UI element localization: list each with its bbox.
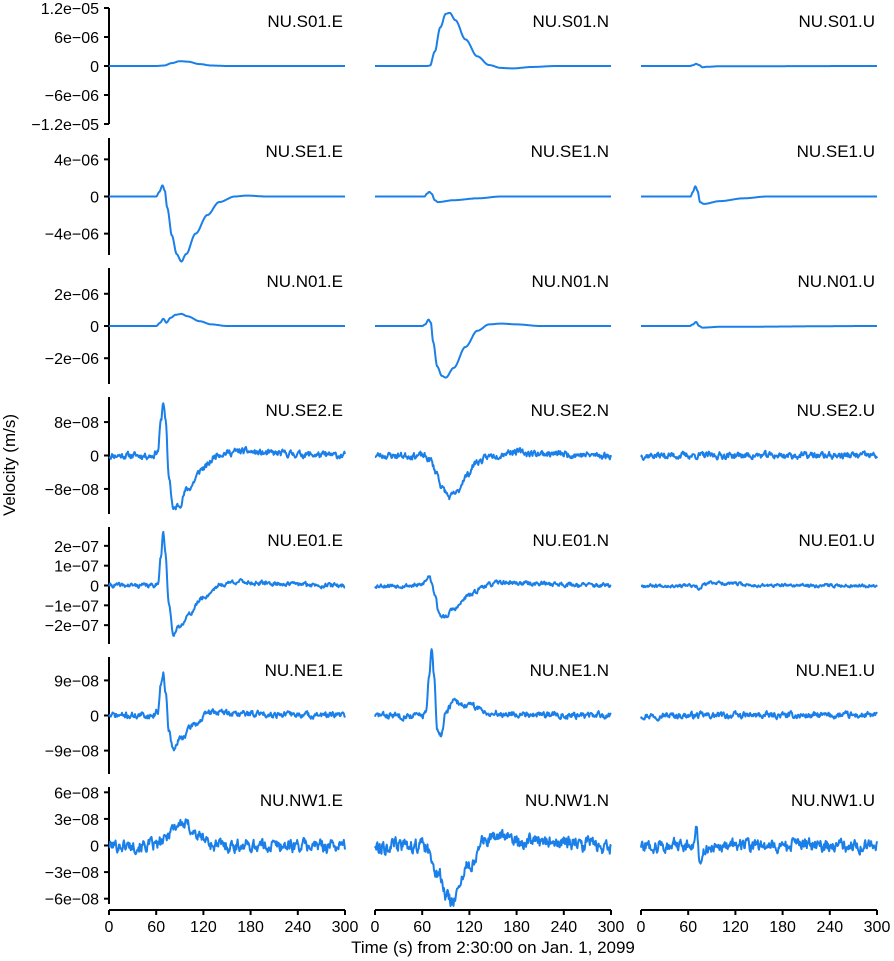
trace-nu-e01-n: [374, 575, 612, 619]
y-tick-label-row-7-2: 0: [90, 839, 99, 856]
y-tick-label-row-5-1: 1e−07: [54, 559, 99, 576]
x-tick-label-col-1-4: 240: [284, 919, 311, 936]
y-axis-title: Velocity (m/s): [0, 414, 19, 516]
y-tick-label-row-5-2: 0: [90, 579, 99, 596]
panel-label-nu-nw1-u: NU.NW1.U: [791, 791, 875, 810]
panel-label-nu-e01-u: NU.E01.U: [798, 531, 875, 550]
panel-label-nu-nw1-e: NU.NW1.E: [260, 791, 343, 810]
trace-nu-ne1-e: [108, 671, 346, 752]
x-tick-label-col-3-1: 60: [679, 919, 697, 936]
trace-nu-s01-n: [374, 11, 612, 70]
trace-nu-s01-e: [108, 60, 346, 67]
panel-label-nu-n01-u: NU.N01.U: [798, 272, 875, 291]
y-tick-label-row-4-2: −8e−08: [45, 482, 99, 499]
y-tick-label-row-6-0: 9e−08: [54, 673, 99, 690]
panel-label-nu-se2-u: NU.SE2.U: [797, 401, 875, 420]
trace-nu-ne1-u: [640, 710, 878, 722]
trace-nu-nw1-n: [374, 828, 612, 907]
y-tick-label-row-2-1: 0: [90, 190, 99, 207]
trace-nu-nw1-u: [640, 825, 878, 865]
y-tick-label-row-7-0: 6e−08: [54, 785, 99, 802]
x-axis-title: Time (s) from 2:30:00 on Jan. 1, 2099: [351, 938, 635, 957]
y-tick-label-row-3-2: −2e−06: [45, 351, 99, 368]
x-tick-label-col-3-0: 0: [637, 919, 646, 936]
y-tick-label-row-5-0: 2e−07: [54, 539, 99, 556]
panel-label-nu-n01-n: NU.N01.N: [532, 272, 609, 291]
x-tick-label-col-1-3: 180: [237, 919, 264, 936]
y-tick-label-row-6-2: −9e−08: [45, 744, 99, 761]
y-tick-label-row-4-1: 0: [90, 449, 99, 466]
y-tick-label-row-1-2: 0: [90, 59, 99, 76]
x-tick-label-col-2-1: 60: [413, 919, 431, 936]
y-tick-label-row-3-0: 2e−06: [54, 287, 99, 304]
panel-label-nu-e01-n: NU.E01.N: [532, 531, 609, 550]
trace-nu-e01-e: [108, 530, 346, 637]
panel-label-nu-se2-e: NU.SE2.E: [266, 401, 343, 420]
x-tick-label-col-2-4: 240: [550, 919, 577, 936]
panel-label-nu-n01-e: NU.N01.E: [266, 272, 343, 291]
panel-label-nu-ne1-e: NU.NE1.E: [265, 661, 343, 680]
trace-nu-e01-u: [640, 580, 878, 591]
x-tick-label-col-2-5: 300: [598, 919, 625, 936]
trace-nu-se1-n: [374, 190, 612, 204]
x-tick-label-col-3-5: 300: [864, 919, 891, 936]
panel-label-nu-se1-n: NU.SE1.N: [531, 142, 609, 161]
panel-label-nu-s01-u: NU.S01.U: [798, 12, 875, 31]
trace-nu-n01-e: [108, 312, 346, 327]
trace-nu-n01-u: [640, 321, 878, 329]
panel-label-nu-se1-u: NU.SE1.U: [797, 142, 875, 161]
x-tick-label-col-2-0: 0: [371, 919, 380, 936]
y-tick-label-row-2-0: 4e−06: [54, 152, 99, 169]
trace-nu-se2-n: [374, 447, 612, 501]
panel-label-nu-s01-n: NU.S01.N: [532, 12, 609, 31]
y-tick-label-row-5-4: −2e−07: [45, 618, 99, 635]
trace-nu-se2-e: [108, 402, 346, 511]
panel-label-nu-se1-e: NU.SE1.E: [266, 142, 343, 161]
y-tick-label-row-4-0: 8e−08: [54, 415, 99, 432]
y-tick-label-row-1-0: 1.2e−05: [41, 1, 99, 18]
trace-nu-nw1-e: [108, 818, 346, 856]
x-tick-label-col-1-5: 300: [332, 919, 359, 936]
y-tick-label-row-1-1: 6e−06: [54, 30, 99, 47]
x-tick-label-col-2-2: 120: [456, 919, 483, 936]
trace-nu-se1-e: [108, 184, 346, 263]
y-tick-label-row-7-4: −6e−08: [45, 892, 99, 909]
y-tick-label-row-1-3: −6e−06: [45, 88, 99, 105]
y-tick-label-row-7-3: −3e−08: [45, 865, 99, 882]
trace-nu-se1-u: [640, 185, 878, 205]
x-tick-label-col-1-1: 60: [147, 919, 165, 936]
panel-label-nu-ne1-u: NU.NE1.U: [796, 661, 875, 680]
x-tick-label-col-3-4: 240: [816, 919, 843, 936]
trace-nu-s01-u: [640, 62, 878, 69]
y-tick-label-row-1-4: −1.2e−05: [31, 117, 99, 134]
trace-nu-ne1-n: [374, 648, 612, 738]
y-tick-label-row-5-3: −1e−07: [45, 598, 99, 615]
x-tick-label-col-1-2: 120: [190, 919, 217, 936]
y-tick-label-row-2-2: −4e−06: [45, 227, 99, 244]
panel-label-nu-ne1-n: NU.NE1.N: [530, 661, 609, 680]
panel-label-nu-se2-n: NU.SE2.N: [531, 401, 609, 420]
y-tick-label-row-3-1: 0: [90, 319, 99, 336]
panel-label-nu-nw1-n: NU.NW1.N: [525, 791, 609, 810]
y-tick-label-row-7-1: 3e−08: [54, 812, 99, 829]
panel-label-nu-e01-e: NU.E01.E: [267, 531, 343, 550]
trace-nu-n01-n: [374, 318, 612, 379]
y-tick-label-row-6-1: 0: [90, 709, 99, 726]
x-tick-label-col-3-3: 180: [769, 919, 796, 936]
x-tick-label-col-2-3: 180: [503, 919, 530, 936]
panel-label-nu-s01-e: NU.S01.E: [267, 12, 343, 31]
x-tick-label-col-1-0: 0: [105, 919, 114, 936]
x-tick-label-col-3-2: 120: [722, 919, 749, 936]
trace-nu-se2-u: [640, 449, 878, 461]
